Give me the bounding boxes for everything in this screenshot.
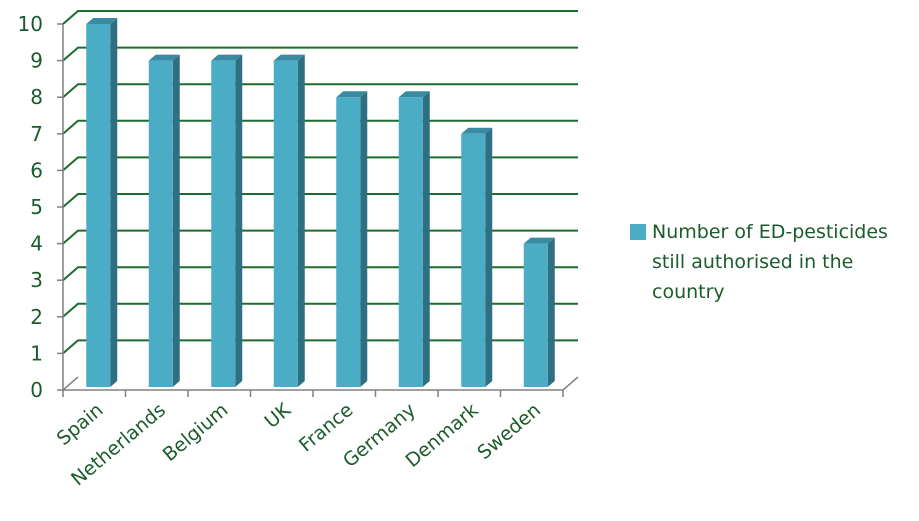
bar-denmark — [461, 127, 493, 388]
bar-side — [172, 54, 180, 387]
bar-front — [211, 60, 236, 387]
gridlines — [62, 10, 578, 355]
legend-swatch — [630, 224, 646, 240]
bar-top — [461, 127, 493, 134]
gridline — [62, 46, 578, 62]
bar-side — [547, 237, 555, 387]
gridline — [62, 83, 578, 98]
gridline — [62, 229, 578, 245]
gridline — [62, 156, 578, 172]
y-tick-labels: 0 1 2 3 4 5 6 7 8 9 10 — [18, 12, 43, 402]
bar-netherlands — [148, 54, 180, 387]
bar-side — [422, 91, 430, 387]
y-tick-label: 4 — [30, 232, 43, 256]
x-axis-floor — [63, 376, 579, 391]
bar-belgium — [211, 54, 243, 387]
y-axis — [62, 24, 79, 392]
bar-france — [336, 91, 368, 387]
bar-front — [398, 97, 423, 387]
legend-label: Number of ED-pesticides still authorised… — [652, 221, 888, 303]
bar-side — [110, 18, 118, 387]
gridline — [62, 119, 578, 135]
bar-front — [273, 60, 298, 387]
y-tick-label: 7 — [30, 122, 43, 146]
bar-sweden — [523, 237, 555, 387]
bar-spain — [86, 18, 118, 387]
y-tick-label: 0 — [30, 378, 43, 402]
bar-side — [235, 54, 243, 387]
y-tick-label: 1 — [30, 341, 43, 365]
bar-top — [148, 54, 180, 61]
bar-top — [86, 18, 118, 24]
bar-germany — [398, 91, 430, 387]
gridline — [62, 266, 578, 281]
bar-top — [273, 54, 305, 61]
y-tick-label: 2 — [30, 305, 43, 329]
y-tick-label: 6 — [30, 158, 43, 182]
bar-front — [86, 24, 111, 387]
legend: Number of ED-pesticides still authorised… — [630, 217, 915, 307]
y-tick-label: 8 — [30, 85, 43, 109]
bar-side — [485, 127, 493, 388]
x-tick-label: Sweden — [473, 399, 545, 464]
axes — [57, 23, 579, 397]
y-tick-label: 9 — [30, 49, 43, 73]
x-tick-label: Belgium — [159, 399, 233, 466]
gridline — [62, 10, 578, 25]
bars — [86, 18, 555, 388]
bar-front — [461, 133, 486, 387]
bar-side — [297, 54, 305, 387]
bar-uk — [273, 54, 305, 387]
bar-front — [523, 243, 548, 387]
gridline — [62, 302, 578, 318]
bar-front — [336, 97, 361, 387]
bar-side — [360, 91, 368, 387]
y-tick-label: 3 — [30, 268, 43, 292]
bar-top — [398, 91, 430, 98]
gridline — [62, 339, 578, 355]
x-tick-label: Spain — [53, 399, 108, 450]
x-tick-label: UK — [261, 399, 296, 433]
bar-top — [523, 237, 555, 244]
bar-top — [336, 91, 368, 98]
gridline — [62, 193, 578, 208]
bar-front — [148, 60, 173, 387]
y-tick-label: 10 — [18, 12, 43, 36]
bar-top — [211, 54, 243, 61]
y-tick-label: 5 — [30, 195, 43, 219]
